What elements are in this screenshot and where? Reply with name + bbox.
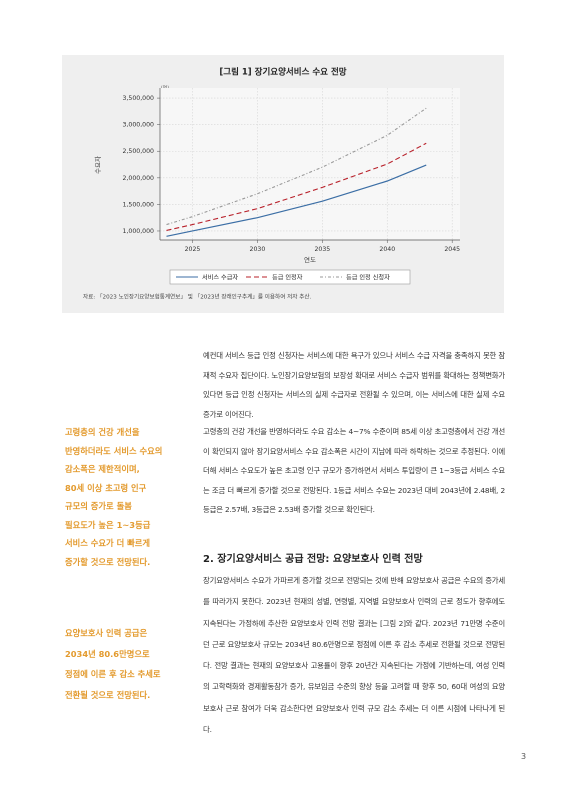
x-tick-label: 2025 <box>185 246 201 253</box>
x-tick-label: 2030 <box>250 246 266 253</box>
page-number: 3 <box>521 752 527 761</box>
source-note: 자료: 「2023 노인장기요양보험통계연보」 및 「2023년 장래인구추계」… <box>83 293 311 301</box>
plot-area <box>160 88 460 240</box>
y-axis-label: 수요자 <box>93 156 102 174</box>
callout-line: 정점에 이른 후 감소 추세로 <box>65 669 161 680</box>
callout-line: 규모의 증가로 돌봄 <box>65 501 132 511</box>
legend-box <box>169 269 411 285</box>
paragraph: 고령층의 건강 개선을 반영하더라도 수요 감소는 4~7% 수준이며 85세 … <box>203 427 505 514</box>
section-heading: 2. 장기요양서비스 공급 전망: 요양보호사 인력 전망 <box>203 554 423 565</box>
callout-line: 2034년 80.6만명으로 <box>65 648 150 659</box>
paragraph: 예컨대 서비스 등급 인정 신청자는 서비스에 대한 욕구가 있으나 서비스 수… <box>203 351 505 419</box>
callout-line: 감소폭은 제한적이며, <box>65 464 140 474</box>
y-tick-label: 3,500,000 <box>123 95 155 102</box>
legend-label: 서비스 수급자 <box>202 274 238 282</box>
y-tick-label: 3,000,000 <box>123 122 155 129</box>
paragraph: 장기요양서비스 수요가 가파르게 증가할 것으로 전망되는 것에 반해 요양보호… <box>203 576 505 735</box>
figure: [그림 1] 장기요양서비스 수요 전망 (명) 수요자 연도 자료: 「202… <box>62 55 504 313</box>
x-axis-label: 연도 <box>304 256 316 264</box>
x-tick-label: 2035 <box>314 246 330 253</box>
callout-line: 고령층의 건강 개선을 <box>65 427 140 437</box>
legend-label: 등급 인정자 <box>272 274 303 282</box>
y-tick-label: 2,500,000 <box>123 148 155 155</box>
y-tick-label: 2,000,000 <box>123 175 155 182</box>
callout-line: 80세 이상 초고령 인구 <box>65 482 147 493</box>
callout-line: 증가할 것으로 전망된다. <box>65 556 151 567</box>
series-line <box>166 164 427 237</box>
x-tick-label: 2045 <box>444 246 460 253</box>
callout-line: 필요도가 높은 1~3등급 <box>65 519 151 530</box>
chart-title: [그림 1] 장기요양서비스 수요 전망 <box>219 67 346 78</box>
y-tick-label: 1,000,000 <box>123 228 155 235</box>
callout-line: 반영하더라도 서비스 수요의 <box>65 445 163 456</box>
x-tick-label: 2040 <box>379 246 395 253</box>
callout-line: 요양보호사 인력 공급은 <box>65 628 148 638</box>
legend-label: 등급 인정 신청자 <box>346 274 390 282</box>
y-tick-label: 1,500,000 <box>123 201 155 208</box>
callout-line: 서비스 수요가 더 빠르게 <box>65 538 150 548</box>
callout-line: 전환될 것으로 전망된다. <box>65 690 151 701</box>
